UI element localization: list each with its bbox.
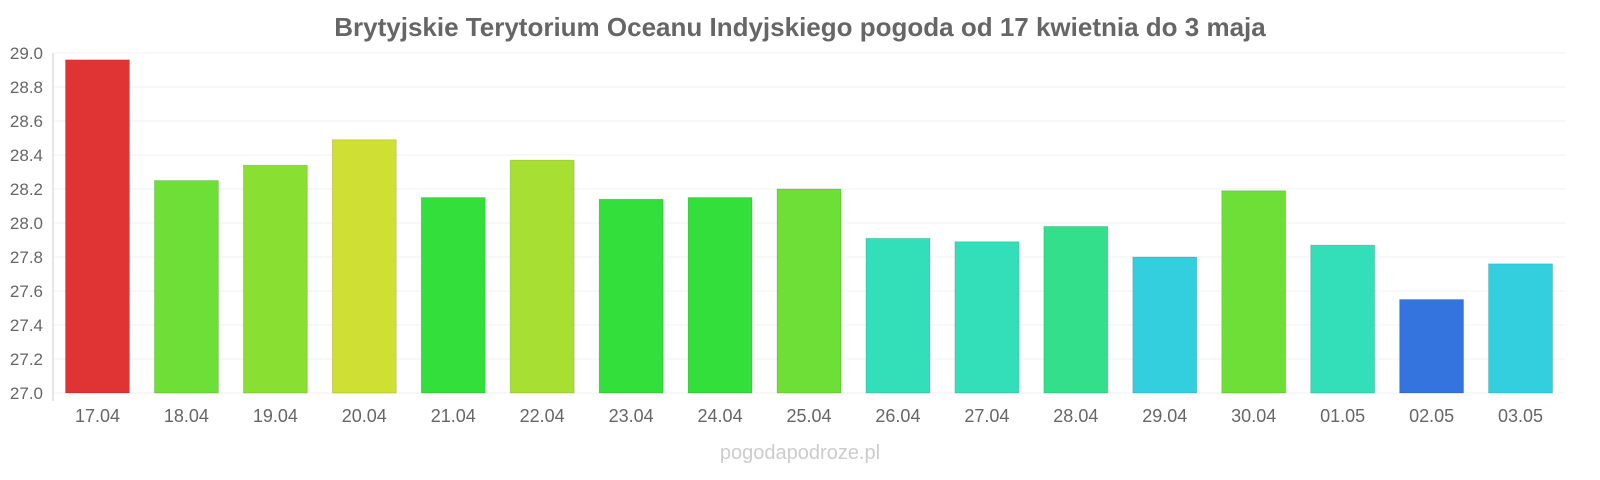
x-tick-label: 17.04 [75, 406, 120, 426]
x-tick-label: 21.04 [431, 406, 476, 426]
bar-18.04 [153, 180, 219, 394]
bar-24.04 [687, 197, 753, 394]
x-tick-label: 28.04 [1053, 406, 1098, 426]
x-tick-label: 01.05 [1320, 406, 1365, 426]
x-tick-label: 23.04 [609, 406, 654, 426]
x-tick-label: 29.04 [1142, 406, 1187, 426]
y-tick-label: 28.6 [10, 112, 43, 131]
bar-17.04 [64, 59, 130, 394]
y-tick-label: 28.8 [10, 78, 43, 97]
x-tick-label: 24.04 [698, 406, 743, 426]
x-tick-label: 27.04 [964, 406, 1009, 426]
bar-22.04 [509, 159, 575, 394]
x-tick-label: 18.04 [164, 406, 209, 426]
bar-28.04 [1043, 225, 1109, 394]
bar-29.04 [1132, 256, 1198, 394]
watermark: pogodapodroze.pl [719, 442, 881, 464]
x-tick-label: 25.04 [786, 406, 831, 426]
bar-25.04 [776, 188, 842, 394]
bar-19.04 [242, 164, 308, 394]
y-tick-label: 28.2 [10, 180, 43, 199]
x-tick-label: 30.04 [1231, 406, 1276, 426]
x-tick-label: 20.04 [342, 406, 387, 426]
y-tick-label: 28.0 [10, 214, 43, 233]
bar-30.04 [1221, 190, 1287, 394]
bar-23.04 [598, 198, 664, 394]
y-tick-label: 27.2 [10, 350, 43, 369]
bar-02.05 [1399, 299, 1465, 394]
x-tick-label: 02.05 [1409, 406, 1454, 426]
y-tick-label: 29.0 [10, 44, 43, 63]
bar-27.04 [954, 241, 1020, 394]
x-tick-label: 19.04 [253, 406, 298, 426]
bar-20.04 [331, 139, 397, 394]
x-tick-label: 22.04 [520, 406, 565, 426]
bar-03.05 [1488, 263, 1554, 394]
y-tick-label: 27.4 [10, 316, 43, 335]
y-tick-label: 27.0 [10, 384, 43, 403]
y-tick-label: 27.8 [10, 248, 43, 267]
x-tick-label: 26.04 [875, 406, 920, 426]
y-tick-label: 27.6 [10, 282, 43, 301]
chart-title: Brytyjskie Terytorium Oceanu Indyjskiego… [334, 12, 1266, 42]
bar-21.04 [420, 197, 486, 394]
y-tick-label: 28.4 [10, 146, 43, 165]
bar-01.05 [1310, 244, 1376, 394]
bar-26.04 [865, 237, 931, 394]
x-tick-label: 03.05 [1498, 406, 1543, 426]
